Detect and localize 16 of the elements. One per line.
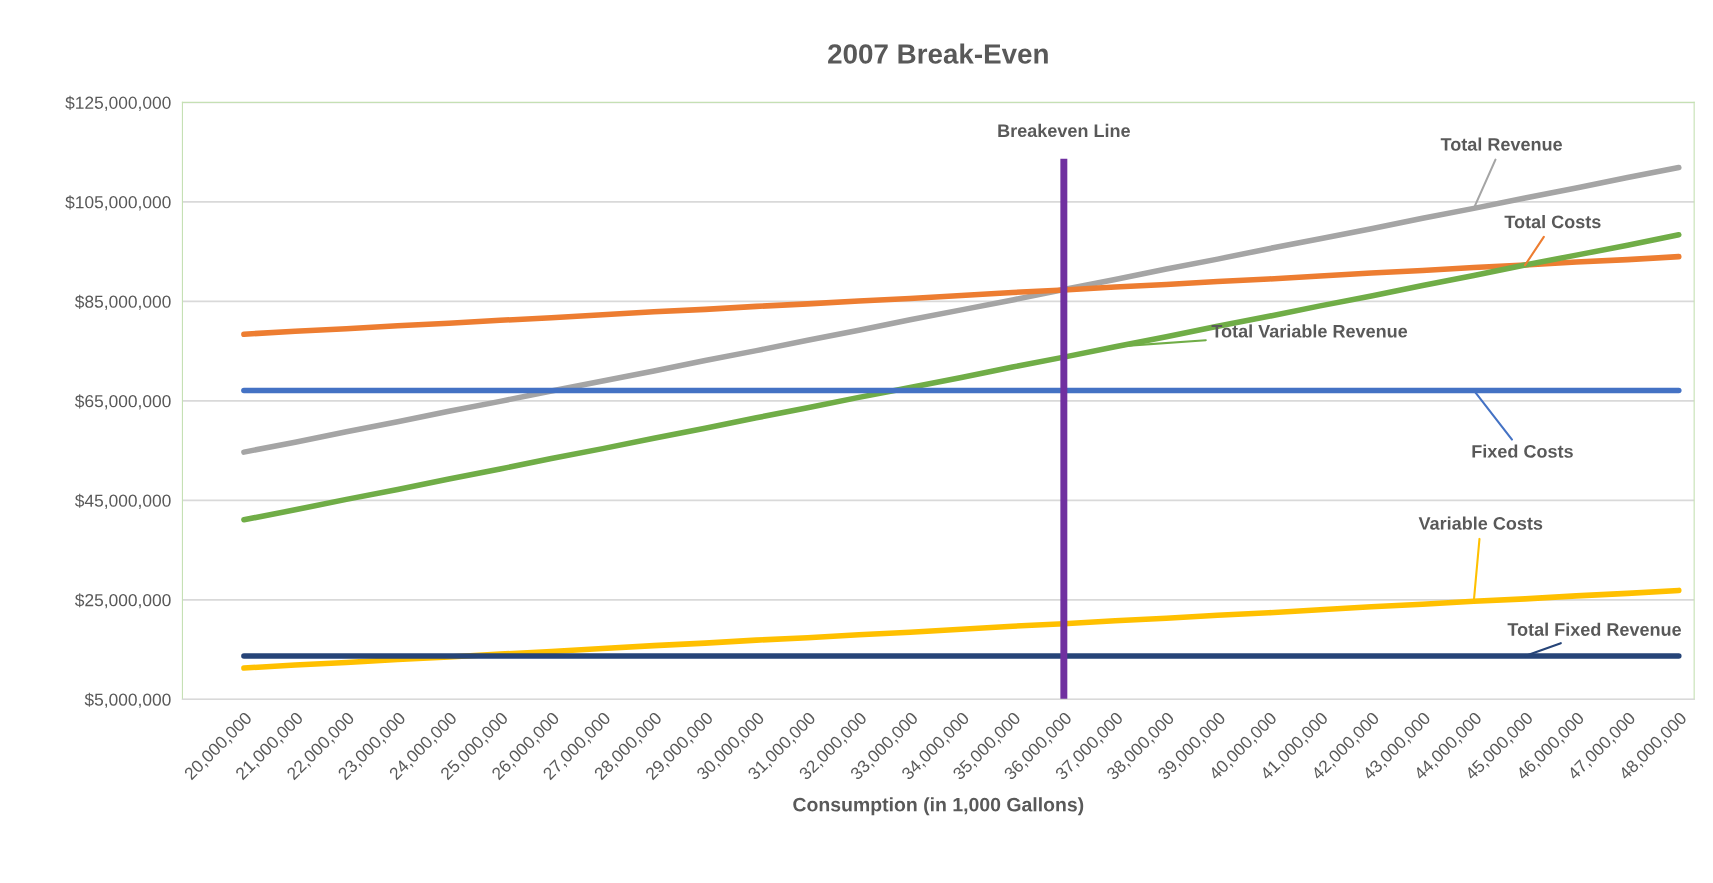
x-axis-title: Consumption (in 1,000 Gallons) [793,797,1084,816]
y-tick-label: $85,000,000 [74,294,171,310]
text: Fixed Costs [1472,444,1573,458]
series-label: Total Variable Revenue [1211,324,1408,338]
y-tick-label: $5,000,000 [84,692,171,708]
y-tick-label: $45,000,000 [74,493,171,509]
y-tick-label: $65,000,000 [74,394,171,410]
text: Total Revenue [1440,137,1563,151]
y-tick-label: $105,000,000 [65,195,171,211]
chart-title: 2007 Break-Even [828,43,1048,64]
series-label: Total Costs [1504,215,1601,229]
text: Variable Costs [1418,516,1543,530]
series-label: Total Fixed Revenue [1507,622,1682,636]
ref-line-label: Breakeven Line [998,123,1130,138]
y-tick-label: $125,000,000 [65,95,171,111]
y-tick-label: $25,000,000 [74,593,171,609]
